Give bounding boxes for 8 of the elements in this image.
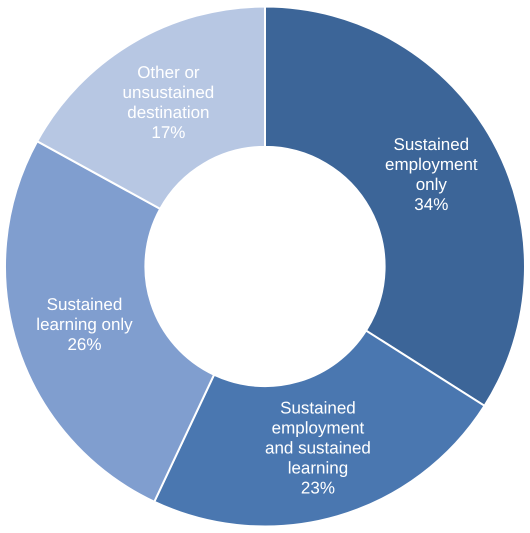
data-label: 26% xyxy=(67,334,102,354)
slice-label: Sustained employment and sustained learning xyxy=(265,398,371,478)
data-label: 17% xyxy=(151,122,186,142)
slice-label: Other or unsustained destination xyxy=(122,62,214,122)
data-label: 34% xyxy=(414,194,448,214)
data-label: 23% xyxy=(300,478,335,498)
slice-label: Sustained learning only xyxy=(36,294,134,334)
slice-label: Sustained employment only xyxy=(385,134,478,194)
